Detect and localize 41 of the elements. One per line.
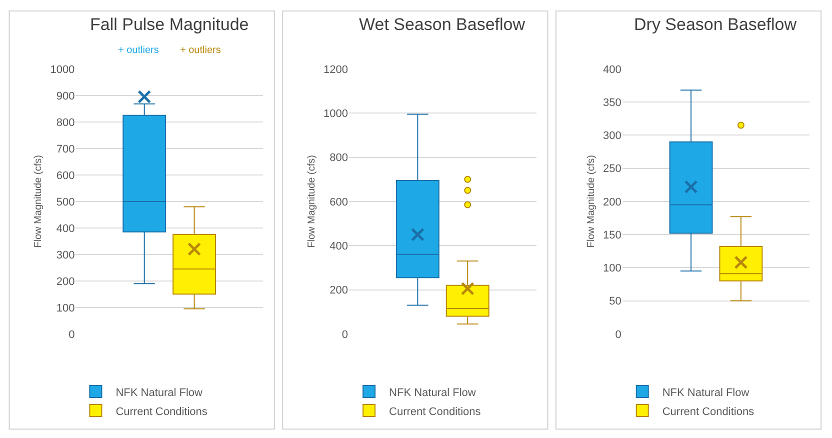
y-tick-label: 900 (56, 90, 75, 102)
y-axis-title: Flow Magnitude (cfs) (33, 155, 44, 248)
y-tick-label: 400 (603, 64, 622, 76)
legend-label: Current Conditions (662, 406, 755, 418)
y-tick-label: 1000 (50, 64, 75, 76)
y-tick-label: 0 (342, 328, 348, 341)
text: + outliers (118, 45, 159, 56)
y-axis-title: Flow Magnitude (cfs) (586, 155, 598, 248)
y-tick-label: 600 (330, 196, 348, 208)
y-axis-title: Flow Magnitude (cfs) (306, 155, 318, 248)
y-tick-label: 500 (56, 196, 75, 208)
legend-label: Current Conditions (389, 406, 482, 418)
y-tick-label: 350 (603, 96, 622, 109)
y-tick-label: 100 (56, 302, 75, 314)
chart-title: Dry Season Baseflow (634, 15, 798, 34)
y-tick-label: 200 (603, 196, 622, 208)
y-tick-label: 50 (609, 296, 622, 308)
y-tick-label: 0 (68, 328, 75, 341)
y-tick-label: 700 (56, 143, 75, 156)
legend-label: NFK Natural Flow (389, 386, 476, 399)
y-tick-label: 250 (603, 163, 622, 176)
y-tick-label: 1200 (324, 64, 348, 76)
y-tick-label: 300 (56, 249, 75, 262)
y-tick-label: 600 (56, 170, 75, 182)
y-tick-label: 400 (330, 240, 348, 252)
legend-label: NFK Natural Flow (662, 386, 750, 399)
y-tick-label: 300 (603, 130, 622, 142)
y-tick-label: 200 (56, 276, 75, 288)
chart-title: Wet Season Baseflow (359, 15, 526, 34)
y-tick-label: 400 (56, 222, 75, 235)
chart-title: Fall Pulse Magnitude (90, 15, 249, 34)
y-tick-label: 0 (615, 328, 622, 341)
y-tick-label: 1000 (324, 108, 348, 120)
y-tick-label: 150 (603, 229, 622, 242)
y-tick-label: 100 (603, 262, 622, 275)
text: + outliers (180, 45, 221, 56)
legend-label: NFK Natural Flow (116, 386, 203, 399)
y-tick-label: 200 (330, 284, 348, 297)
legend-label: Current Conditions (116, 406, 208, 418)
y-tick-label: 800 (56, 116, 75, 129)
y-tick-label: 800 (330, 152, 348, 164)
